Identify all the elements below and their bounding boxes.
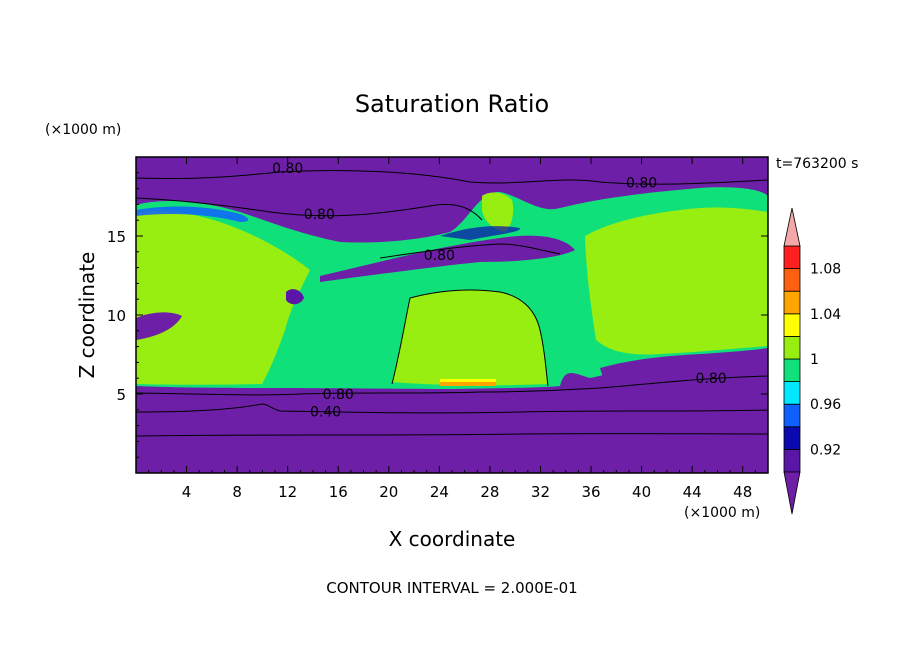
x-tick-label: 8 <box>232 483 242 501</box>
colorbar-swatch <box>783 426 801 450</box>
colorbar-over-triangle <box>783 207 801 247</box>
colorbar-swatch <box>783 448 801 473</box>
colorbar-label: 0.92 <box>810 442 841 458</box>
x-axis-label: X coordinate <box>389 527 516 551</box>
contour-labels: 0.800.400.800.800.800.800.80 <box>272 161 727 420</box>
contour-interval-footer: CONTOUR INTERVAL = 2.000E-01 <box>326 579 577 597</box>
time-label: t=763200 s <box>776 156 858 172</box>
colorbar-label: 0.96 <box>810 397 841 413</box>
contour-line-cloud-edge <box>391 289 549 387</box>
x-ticks: 4 8 12 16 20 24 28 32 36 40 44 48 <box>148 157 756 501</box>
colorbar-under-triangle <box>783 471 801 515</box>
colorbar-swatch <box>783 313 801 337</box>
colorbar: 0.92 0.96 1 1.04 1.08 <box>783 207 841 515</box>
contour-line-lower <box>136 433 768 437</box>
colorbar-label: 1.04 <box>810 307 841 323</box>
field-dry-band-upper <box>320 235 575 282</box>
contour-line-080-base <box>136 375 768 396</box>
field-region-100-right <box>585 207 768 355</box>
saturation-field: 0.800.400.800.800.800.800.80 <box>136 157 768 473</box>
field-dry-patch-small <box>286 289 304 305</box>
contour-label: 0.80 <box>696 371 727 387</box>
field-region-100-left <box>136 210 310 385</box>
x-tick-label: 28 <box>480 483 499 501</box>
x-tick-label: 48 <box>733 483 752 501</box>
field-dry-patch-right <box>600 348 768 384</box>
field-region-100-top <box>482 192 514 232</box>
contour-label: 0.80 <box>424 248 455 264</box>
colorbar-swatch <box>783 335 801 360</box>
contour-label: 0.80 <box>272 161 303 177</box>
x-tick-label: 20 <box>379 483 398 501</box>
y-axis-label: Z coordinate <box>75 252 99 379</box>
contour-label: 0.80 <box>626 175 657 191</box>
contour-line-040 <box>136 403 768 414</box>
colorbar-swatch <box>783 403 801 428</box>
colorbar-label: 1 <box>810 352 819 368</box>
field-fringe-094 <box>440 226 521 240</box>
colorbar-swatch <box>783 290 801 315</box>
y-tick-label: 15 <box>107 228 126 246</box>
colorbar-label: 1.08 <box>810 262 841 278</box>
contour-line-080-mid <box>379 243 561 259</box>
contour-label: 0.80 <box>323 387 354 403</box>
x-tick-label: 36 <box>581 483 600 501</box>
x-unit-label: (×1000 m) <box>684 505 760 521</box>
colorbar-swatch <box>783 358 801 383</box>
y-unit-label: (×1000 m) <box>45 122 121 138</box>
x-tick-label: 44 <box>683 483 702 501</box>
x-tick-label: 40 <box>632 483 651 501</box>
contour-line-080-upper <box>136 197 483 221</box>
field-fringe-096 <box>136 206 249 222</box>
colorbar-swatch <box>783 268 801 292</box>
x-tick-label: 4 <box>182 483 192 501</box>
field-region-100-center <box>392 290 548 386</box>
field-hotspot-104 <box>440 382 496 386</box>
contour-label: 0.40 <box>310 404 341 420</box>
y-tick-label: 10 <box>107 307 126 325</box>
colorbar-swatch <box>783 381 801 405</box>
chart-title: Saturation Ratio <box>355 90 549 118</box>
field-hotspot-102 <box>440 379 496 382</box>
x-tick-label: 24 <box>430 483 449 501</box>
colorbar-swatch <box>783 245 801 270</box>
x-tick-label: 16 <box>329 483 348 501</box>
y-tick-label: 5 <box>116 386 126 404</box>
x-tick-label: 32 <box>531 483 550 501</box>
contour-lines <box>136 169 768 437</box>
y-ticks: 5 10 15 <box>107 172 768 458</box>
field-dry-patch-left <box>136 312 182 340</box>
contour-line-080-top <box>136 169 768 185</box>
x-tick-label: 12 <box>278 483 297 501</box>
contour-label: 0.80 <box>304 207 335 223</box>
